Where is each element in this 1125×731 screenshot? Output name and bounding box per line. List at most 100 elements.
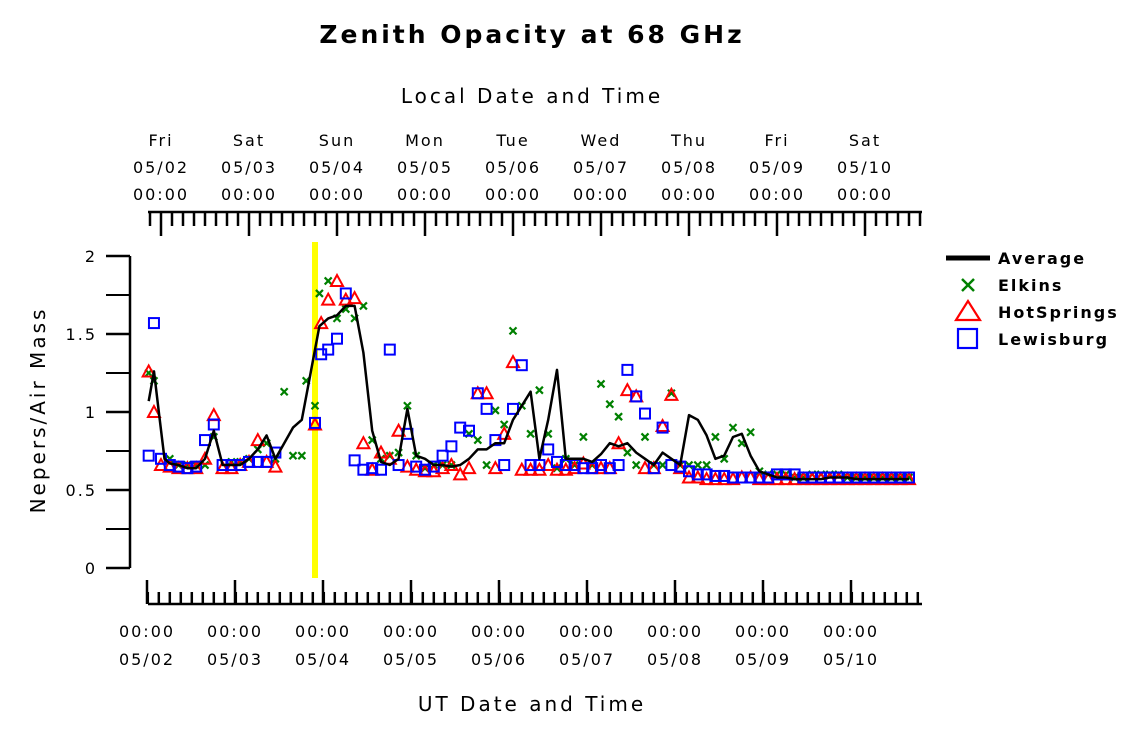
bottom-tick-date: 05/06 (471, 650, 527, 669)
point-lewisburg (577, 462, 590, 475)
point-elkins-stroke (297, 451, 307, 460)
point-elkins (711, 432, 720, 442)
point-elkins-stroke (623, 448, 632, 457)
top-tick-day: Sat (849, 131, 881, 150)
point-lewisburg (867, 471, 880, 484)
point-lewisburg (797, 471, 810, 484)
point-lewisburg (551, 455, 563, 468)
bottom-tick-time: 00:00 (295, 622, 351, 641)
bottom-tick-time: 00:00 (735, 622, 791, 641)
point-elkins (728, 423, 738, 432)
point-elkins-stroke (614, 412, 623, 421)
point-elkins (473, 435, 483, 445)
point-lewisburg (771, 468, 783, 481)
point-elkins (526, 429, 535, 439)
point-elkins-stroke (702, 460, 711, 470)
point-elkins-stroke (579, 432, 588, 442)
x-axis-title: UT Date and Time (418, 692, 646, 716)
bottom-tick-time: 00:00 (559, 622, 615, 641)
series-line-average (147, 304, 909, 481)
bottom-tick-date: 05/02 (119, 650, 175, 669)
top-axis-title: Local Date and Time (401, 84, 663, 108)
top-tick-time: 00:00 (661, 185, 717, 204)
point-lewisburg (727, 471, 739, 484)
point-lewisburg (656, 421, 669, 434)
point-elkins-stroke (473, 435, 483, 445)
top-tick-date: 05/04 (309, 158, 365, 177)
point-elkins (403, 401, 412, 411)
point-hotsprings (355, 435, 372, 450)
point-elkins (535, 385, 544, 395)
point-elkins-stroke (535, 385, 544, 395)
point-lewisburg (375, 463, 387, 476)
point-elkins-stroke (658, 460, 667, 470)
bottom-tick-date: 05/07 (559, 650, 615, 669)
point-elkins (579, 432, 588, 442)
top-tick-day: Sun (319, 131, 355, 150)
point-elkins (684, 460, 694, 470)
series-lewisburg (142, 287, 915, 484)
top-tick-day: Mon (405, 131, 445, 150)
point-elkins-stroke (482, 460, 491, 470)
point-elkins-stroke (288, 451, 298, 460)
highlight-band (312, 242, 318, 578)
bottom-tick-date: 05/04 (295, 650, 351, 669)
top-tick-date: 05/06 (485, 158, 541, 177)
point-lewisburg (542, 443, 555, 456)
point-hotsprings (619, 382, 636, 397)
point-elkins-stroke (711, 432, 720, 442)
bottom-tick-date: 05/10 (823, 650, 879, 669)
top-tick-date: 05/10 (837, 158, 893, 177)
point-lewisburg (260, 455, 273, 468)
bottom-tick-date: 05/05 (383, 650, 439, 669)
chart-title: Zenith Opacity at 68 GHz (319, 20, 744, 49)
point-elkins-stroke (315, 289, 324, 298)
point-lewisburg (806, 471, 819, 484)
point-lewisburg (251, 455, 264, 468)
legend-swatch-elkins (961, 278, 975, 292)
legend-label-hotsprings: HotSprings (998, 303, 1119, 322)
legend: Average Elkins HotSprings Lewisburg (946, 249, 1119, 350)
point-lewisburg (894, 471, 907, 484)
point-elkins (596, 379, 606, 389)
point-lewisburg (507, 402, 519, 415)
point-lewisburg (903, 471, 915, 484)
point-elkins-stroke (667, 389, 676, 398)
point-lewisburg (322, 343, 335, 356)
bottom-axis-ticks: 00:00 05/02 00:00 05/03 00:00 05/04 00:00 05/05… (119, 580, 922, 669)
point-elkins-stroke (719, 454, 729, 464)
point-elkins (491, 406, 500, 415)
point-elkins-stroke (543, 429, 553, 439)
y-tick-label: 0.5 (66, 481, 97, 500)
point-lewisburg (709, 469, 722, 482)
point-elkins (623, 448, 632, 457)
y-tick-label: 2 (85, 247, 97, 266)
point-hotsprings (140, 363, 157, 378)
point-lewisburg (744, 471, 757, 484)
series-average (147, 304, 909, 481)
point-lewisburg (735, 471, 748, 484)
point-lewisburg (142, 449, 155, 462)
highlight-bar (312, 242, 318, 578)
point-elkins-stroke (596, 379, 606, 389)
point-lewisburg (309, 416, 321, 429)
point-elkins-stroke (491, 406, 500, 415)
top-tick-time: 00:00 (309, 185, 365, 204)
top-tick-day: Tue (495, 131, 529, 150)
legend-label-elkins: Elkins (998, 276, 1063, 295)
point-lewisburg (357, 463, 370, 476)
point-lewisburg (348, 454, 361, 467)
top-tick-date: 05/07 (573, 158, 629, 177)
bottom-tick-time: 00:00 (207, 622, 263, 641)
point-lewisburg (480, 402, 493, 415)
bottom-tick-date: 05/08 (647, 650, 703, 669)
point-lewisburg (498, 459, 511, 472)
point-lewisburg (339, 287, 352, 300)
point-lewisburg (454, 421, 467, 434)
point-elkins (667, 389, 676, 398)
point-elkins (323, 276, 333, 286)
point-elkins (499, 420, 509, 429)
point-elkins (702, 460, 711, 470)
point-elkins (605, 399, 615, 409)
